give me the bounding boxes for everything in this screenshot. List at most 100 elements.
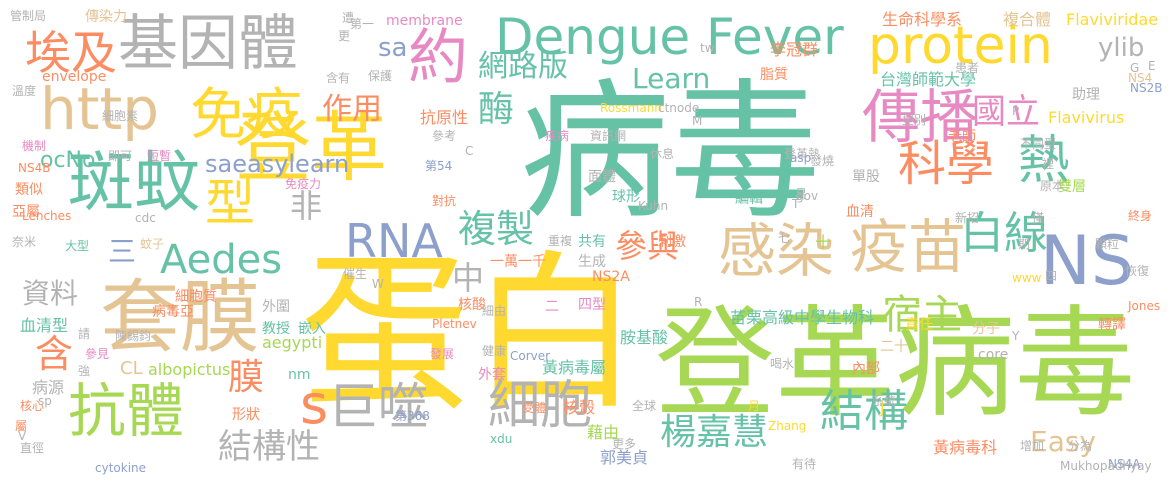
- cloud-word: 熱: [1018, 131, 1071, 191]
- cloud-word: 埃及: [25, 26, 117, 80]
- cloud-word: 免疫力: [285, 177, 322, 191]
- cloud-word: 傳播: [862, 83, 979, 151]
- cloud-word: 直徑: [20, 441, 45, 455]
- cloud-word: M: [692, 114, 703, 128]
- cloud-word: 發展: [430, 347, 455, 361]
- cloud-word: 責任: [905, 317, 933, 333]
- cloud-word: xdu: [490, 432, 513, 446]
- cloud-word: 增加: [1020, 439, 1045, 453]
- cloud-word: 黃病毒屬: [542, 358, 607, 377]
- cloud-word: 型別: [902, 113, 927, 127]
- cloud-word: 核酸: [458, 297, 486, 313]
- cloud-word: 助理: [1072, 87, 1100, 103]
- cloud-word: 傳染力: [85, 9, 127, 25]
- cloud-word: 白線: [960, 208, 1048, 259]
- cloud-word: albopictus: [148, 360, 231, 379]
- cloud-word: 科學: [898, 136, 995, 192]
- cloud-word: 含有: [326, 71, 351, 85]
- cloud-word: 國立: [972, 92, 1040, 132]
- cloud-word: Dengue Fever: [495, 8, 844, 66]
- cloud-word: 強: [78, 364, 91, 378]
- cloud-word: 編輯: [735, 191, 763, 207]
- cloud-word: E: [1148, 59, 1156, 73]
- cloud-word: protein: [868, 16, 1053, 76]
- cloud-word: 藉由: [587, 423, 620, 442]
- cloud-word: asp: [790, 151, 812, 165]
- cloud-word: gov: [796, 189, 819, 203]
- cloud-word: 血清型: [20, 316, 69, 335]
- cloud-word: 基因體: [118, 9, 298, 79]
- cloud-word: 短暫: [147, 149, 172, 163]
- cloud-word: 細胞質: [175, 289, 217, 305]
- cloud-word: 患者: [955, 61, 980, 75]
- cloud-word: membrane: [386, 13, 463, 29]
- cloud-word: 重複: [548, 234, 573, 248]
- cloud-word: 喝水: [770, 357, 795, 371]
- cloud-word: 作用: [322, 92, 382, 127]
- cloud-word: 登革熱: [784, 147, 821, 161]
- cloud-word: 參考: [432, 129, 457, 143]
- cloud-word: 第54: [425, 159, 453, 173]
- cloud-word: 系統: [872, 394, 897, 408]
- cloud-word: Rossmann: [600, 101, 662, 115]
- cloud-word: 月: [748, 399, 761, 413]
- cloud-word: 生成: [578, 254, 606, 270]
- cloud-word: 面體: [588, 169, 616, 185]
- cloud-word: Y: [1012, 329, 1020, 343]
- cloud-word: 即可: [108, 149, 133, 163]
- cloud-word: 雙層: [1058, 179, 1086, 195]
- cloud-word: 管制局: [10, 9, 47, 23]
- cloud-word: 更多: [612, 437, 637, 451]
- cloud-word: 轉譯: [1098, 317, 1126, 333]
- cloud-word: J: [880, 398, 885, 417]
- cloud-word: Aedes: [160, 237, 283, 283]
- cloud-word: nm: [288, 367, 311, 383]
- cloud-word: 分子: [972, 321, 1000, 337]
- cloud-word: 苗栗高級中學生物科: [730, 308, 875, 327]
- cloud-word: 機制: [22, 139, 47, 153]
- cloud-word: aegypti: [262, 333, 323, 352]
- cloud-word: T: [792, 197, 800, 211]
- cloud-word: 非: [290, 187, 323, 225]
- cloud-word: 蛋白: [300, 236, 641, 434]
- cloud-word: http: [40, 75, 160, 143]
- cloud-word: saeasylearn: [205, 150, 350, 178]
- cloud-word: cytokine: [95, 461, 147, 475]
- cloud-word: 屬: [15, 419, 28, 433]
- cloud-word: 酶: [478, 89, 515, 130]
- cloud-word: 資料: [22, 277, 79, 310]
- cloud-word: W: [372, 277, 384, 291]
- cloud-word: NS: [1040, 222, 1135, 301]
- cloud-word: 膜: [228, 357, 265, 398]
- cloud-word: 老師: [948, 129, 976, 145]
- cloud-word: 斑蚊: [68, 144, 200, 221]
- cloud-word: 催生: [343, 267, 368, 281]
- cloud-word: 含: [35, 332, 74, 376]
- cloud-word: R: [694, 295, 703, 309]
- cloud-word: 二: [545, 299, 559, 315]
- cloud-word: 新招: [955, 211, 980, 225]
- cloud-word: G: [1130, 61, 1140, 75]
- cloud-word: 脂質: [760, 67, 788, 83]
- cloud-word: 有待: [792, 457, 817, 471]
- cloud-word: 亞屬: [12, 204, 40, 220]
- cloud-word: Kuhn: [638, 199, 669, 213]
- cloud-word: envelope: [42, 69, 107, 85]
- cloud-word: 細胞: [488, 376, 593, 436]
- cloud-word: 球形: [612, 189, 640, 205]
- cloud-word: Learn: [632, 62, 711, 95]
- cloud-word: 核心: [20, 399, 45, 413]
- cloud-word: 不同型: [1020, 137, 1057, 151]
- cloud-word: Easy: [1030, 425, 1097, 458]
- cloud-word: 教授: [262, 321, 290, 337]
- cloud-word: ocNo: [40, 148, 96, 173]
- cloud-word: 易: [795, 187, 808, 201]
- cloud-word: 第一: [350, 17, 375, 31]
- cloud-word: 黃病毒科: [933, 438, 998, 457]
- cloud-word: tw: [700, 41, 715, 55]
- cloud-word: 登革病毒: [655, 295, 1135, 434]
- cloud-word: 大型: [65, 239, 90, 253]
- cloud-word: 資訊網: [590, 129, 627, 143]
- cloud-word: 抗原性: [420, 108, 469, 127]
